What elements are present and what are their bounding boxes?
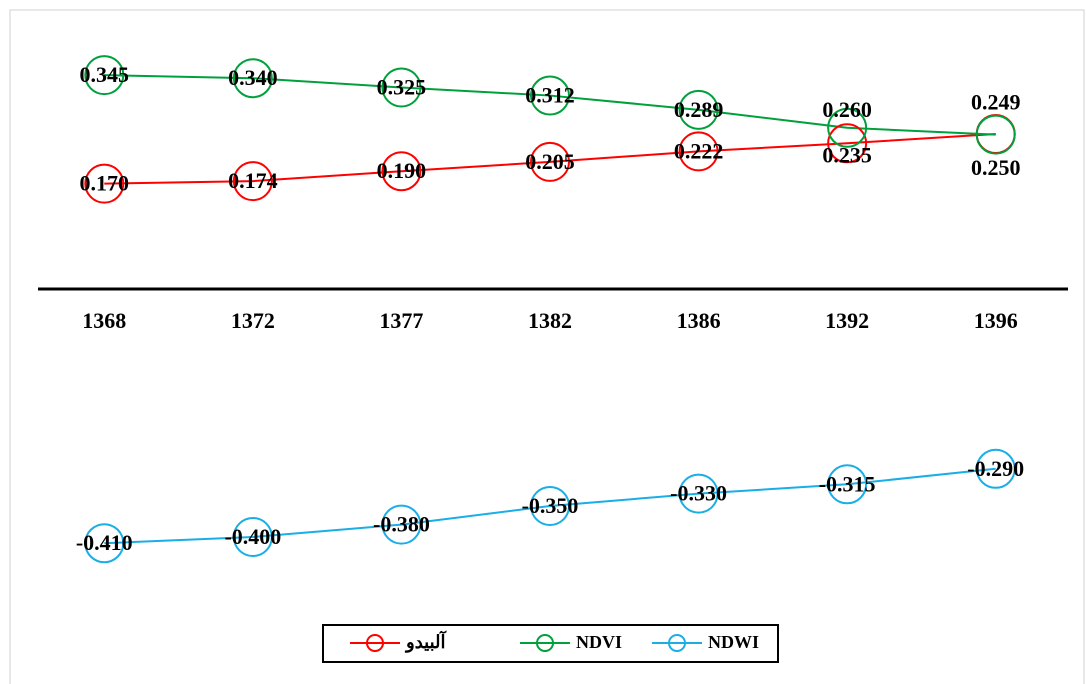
legend-marker — [366, 634, 384, 652]
data-label: -0.315 — [819, 471, 876, 496]
marker — [84, 55, 125, 96]
marker — [232, 161, 273, 202]
marker — [975, 448, 1016, 489]
data-label: 0.260 — [822, 97, 872, 122]
data-label: -0.410 — [76, 530, 133, 555]
data-label: 0.222 — [674, 138, 724, 163]
data-label: -0.290 — [967, 456, 1024, 481]
marker — [530, 75, 570, 116]
data-label: -0.400 — [224, 524, 281, 549]
marker — [530, 141, 570, 182]
marker — [827, 123, 868, 164]
marker — [678, 89, 719, 130]
series-line — [104, 74, 996, 136]
marker — [381, 504, 422, 545]
marker — [678, 131, 719, 172]
x-tick-label: 1382 — [528, 308, 572, 333]
data-label: 0.289 — [674, 97, 724, 122]
marker — [232, 517, 273, 557]
x-tick-label: 1377 — [379, 308, 423, 333]
legend-marker — [536, 634, 554, 652]
data-label: 0.190 — [377, 158, 427, 183]
marker — [827, 107, 868, 148]
marker — [381, 67, 422, 108]
data-label: -0.350 — [522, 493, 579, 518]
series-line — [104, 467, 996, 545]
marker — [232, 58, 273, 99]
marker — [530, 486, 570, 526]
marker — [678, 473, 719, 514]
data-label: -0.330 — [670, 481, 727, 506]
x-tick-label: 1392 — [825, 308, 869, 333]
marker — [381, 151, 422, 192]
series-line — [104, 133, 996, 185]
marker — [827, 464, 868, 505]
data-label: 0.312 — [525, 83, 575, 108]
data-label: 0.174 — [228, 168, 278, 193]
x-tick-label: 1372 — [231, 308, 275, 333]
data-label: 0.170 — [80, 171, 130, 196]
data-label: 0.325 — [377, 75, 427, 100]
data-label: 0.250 — [971, 155, 1021, 180]
marker — [84, 523, 125, 564]
legend-label: آلبیدو — [404, 630, 447, 653]
legend-label: NDVI — [576, 632, 622, 652]
data-label: 0.340 — [228, 65, 278, 90]
data-label: 0.235 — [822, 142, 872, 167]
data-label: 0.345 — [80, 62, 130, 87]
x-tick-label: 1368 — [82, 308, 126, 333]
marker — [975, 114, 1016, 155]
x-tick-label: 1386 — [677, 308, 721, 333]
data-label: -0.380 — [373, 512, 430, 537]
marker — [84, 163, 125, 204]
data-label: 0.249 — [971, 90, 1021, 115]
legend-marker — [668, 634, 686, 652]
chart-frame — [9, 9, 1085, 684]
data-label: 0.205 — [525, 149, 575, 174]
x-tick-label: 1396 — [974, 308, 1018, 333]
legend-label: NDWI — [708, 632, 759, 652]
